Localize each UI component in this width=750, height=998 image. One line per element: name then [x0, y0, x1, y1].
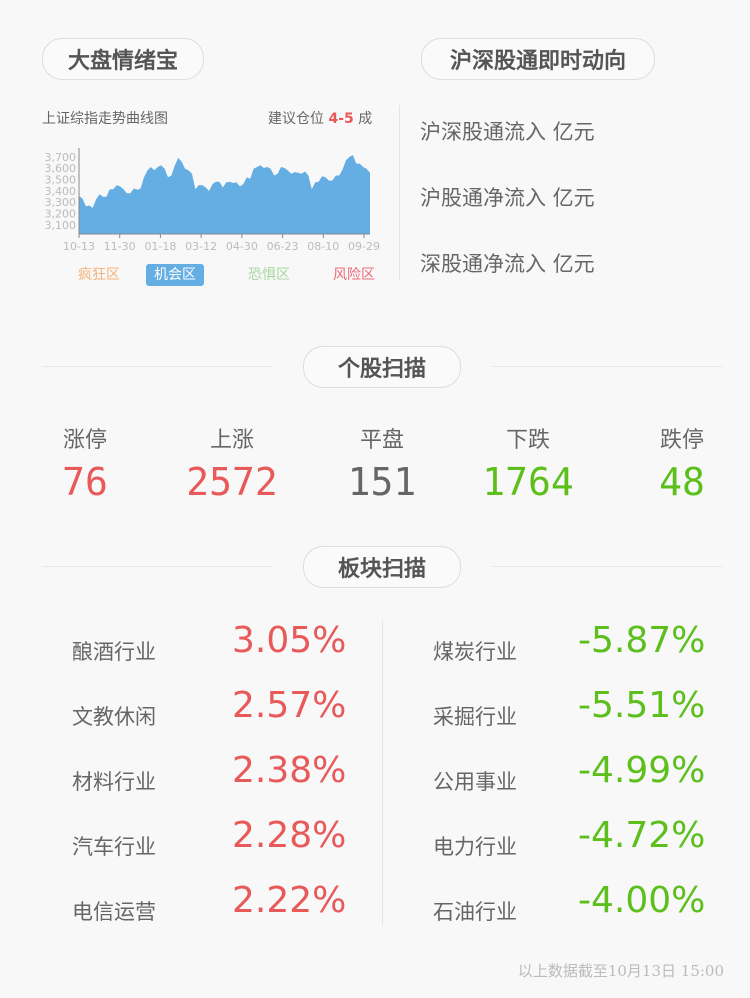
gainer-name: 材料行业: [72, 770, 156, 794]
hk-connect-title: 沪深股通即时动向: [421, 38, 655, 80]
flow-item: 沪深股通流入 亿元: [420, 120, 595, 144]
chart-title: 上证综指走势曲线图: [42, 111, 168, 127]
stat-value: 1764: [482, 460, 574, 504]
stat-label: 涨停: [62, 428, 107, 453]
loser-name: 石油行业: [433, 900, 517, 924]
stat-label: 下跌: [505, 428, 550, 453]
gainer-value: 2.22%: [232, 880, 347, 921]
divider: [399, 105, 400, 280]
position-advice: 建议仓位 4-5 成: [268, 108, 372, 128]
x-tick-label: 11-30: [104, 240, 136, 253]
loser-value: -4.00%: [578, 880, 706, 921]
y-tick-label: 3,600: [45, 162, 77, 175]
loser-name: 煤炭行业: [433, 640, 517, 664]
x-tick-label: 09-29: [348, 240, 380, 253]
divider: [42, 366, 272, 367]
loser-value: -5.87%: [578, 620, 706, 661]
x-tick-label: 06-23: [267, 240, 299, 253]
sectors-title: 板块扫描: [303, 546, 461, 588]
loser-value: -4.72%: [578, 815, 706, 856]
x-tick-label: 10-13: [63, 240, 95, 253]
legend-item[interactable]: 机会区: [146, 264, 204, 286]
y-tick-label: 3,300: [45, 196, 77, 209]
x-tick-label: 01-18: [144, 240, 176, 253]
x-tick-label: 08-10: [307, 240, 339, 253]
stat-value: 151: [347, 460, 417, 504]
stat-label: 平盘: [359, 428, 404, 453]
loser-name: 电力行业: [433, 835, 517, 859]
stat-label: 跌停: [659, 428, 704, 453]
legend-item[interactable]: 风险区: [333, 267, 375, 283]
advice-suffix: 成: [358, 111, 373, 127]
flow-item: 沪股通净流入 亿元: [420, 186, 595, 210]
advice-value: 4-5: [328, 111, 354, 127]
flow-item: 深股通净流入 亿元: [420, 252, 595, 276]
gainer-value: 2.28%: [232, 815, 347, 856]
gainer-name: 酿酒行业: [72, 640, 156, 664]
data-timestamp: 以上数据截至10月13日 15:00: [517, 962, 724, 980]
gainer-name: 电信运营: [72, 900, 156, 924]
mood-title: 大盘情绪宝: [42, 38, 204, 80]
x-tick-label: 04-30: [226, 240, 258, 253]
legend-item[interactable]: 恐惧区: [248, 267, 290, 283]
stocks-title: 个股扫描: [303, 346, 461, 388]
stat-label: 上涨: [209, 428, 254, 453]
gainer-value: 3.05%: [232, 620, 347, 661]
loser-value: -5.51%: [578, 685, 706, 726]
gainer-name: 汽车行业: [72, 835, 156, 859]
divider: [382, 620, 383, 925]
gainer-value: 2.38%: [232, 750, 347, 791]
stat-value: 48: [659, 460, 705, 504]
y-tick-label: 3,500: [45, 174, 77, 187]
divider: [492, 366, 722, 367]
x-tick-label: 03-12: [185, 240, 217, 253]
divider: [492, 566, 722, 567]
y-tick-label: 3,700: [45, 151, 77, 164]
divider: [42, 566, 272, 567]
y-tick-label: 3,100: [45, 219, 77, 232]
stat-value: 2572: [186, 460, 278, 504]
advice-prefix: 建议仓位: [268, 111, 324, 127]
loser-name: 公用事业: [433, 770, 517, 794]
loser-value: -4.99%: [578, 750, 706, 791]
stat-value: 76: [62, 460, 108, 504]
y-tick-label: 3,400: [45, 185, 77, 198]
loser-name: 采掘行业: [433, 705, 517, 729]
gainer-value: 2.57%: [232, 685, 347, 726]
gainer-name: 文教休闲: [72, 705, 156, 729]
legend-item[interactable]: 疯狂区: [78, 267, 120, 283]
y-tick-label: 3,200: [45, 208, 77, 221]
index-area: [79, 155, 370, 234]
